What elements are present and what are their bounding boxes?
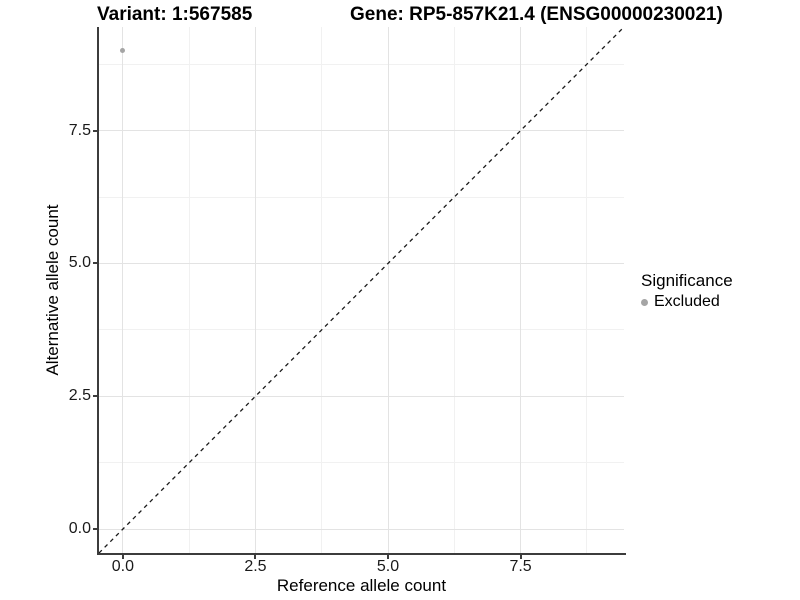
gridline-minor-y (99, 329, 624, 331)
x-axis-title: Reference allele count (276, 576, 447, 595)
x-tick-mark (387, 555, 389, 559)
gridline-minor-x (586, 27, 588, 553)
gridline-major-x (520, 27, 522, 553)
x-tick-label: 2.5 (244, 558, 267, 575)
y-tick-label: 0.0 (68, 520, 91, 538)
gridline-minor-y (99, 462, 624, 464)
x-tick-mark (254, 555, 257, 559)
data-point-excluded (120, 48, 126, 54)
legend: Significance Excluded (641, 271, 733, 312)
legend-title: Significance (641, 271, 733, 290)
gridline-major-y (99, 395, 624, 397)
gridline-minor-x (321, 27, 323, 553)
y-tick-mark (93, 129, 97, 132)
legend-item-excluded: Excluded (641, 292, 733, 312)
y-tick-label: 7.5 (68, 121, 91, 139)
plot-title-gene: Gene: RP5-857K21.4 (ENSG00000230021) (350, 4, 723, 25)
y-axis-line (97, 27, 99, 555)
x-axis-line (97, 553, 626, 555)
gridline-major-x (387, 27, 389, 553)
y-tick-mark (93, 262, 97, 265)
x-tick-label: 5.0 (376, 558, 400, 575)
gridline-minor-y (99, 63, 624, 65)
y-tick-label: 5.0 (68, 254, 91, 272)
gridline-minor-y (99, 196, 624, 198)
plot-title-variant: Variant: 1:567585 (97, 4, 253, 25)
gridline-major-x (122, 27, 124, 553)
gridline-major-y (99, 528, 624, 530)
gridline-major-x (254, 27, 256, 553)
legend-item-label: Excluded (654, 293, 720, 310)
plot-panel (99, 27, 624, 553)
y-tick-mark (93, 395, 97, 398)
gridline-minor-x (453, 27, 455, 553)
y-tick-label: 2.5 (68, 387, 91, 405)
gridline-minor-x (188, 27, 190, 553)
x-tick-mark (121, 555, 124, 559)
x-tick-label: 7.5 (509, 558, 532, 575)
x-tick-mark (519, 555, 522, 559)
gridline-major-y (99, 130, 624, 132)
gridline-major-y (99, 262, 624, 264)
identity-dashed-line (99, 27, 624, 553)
y-tick-mark (93, 528, 97, 531)
legend-point-icon (641, 298, 648, 306)
x-tick-label: 0.0 (111, 558, 134, 575)
